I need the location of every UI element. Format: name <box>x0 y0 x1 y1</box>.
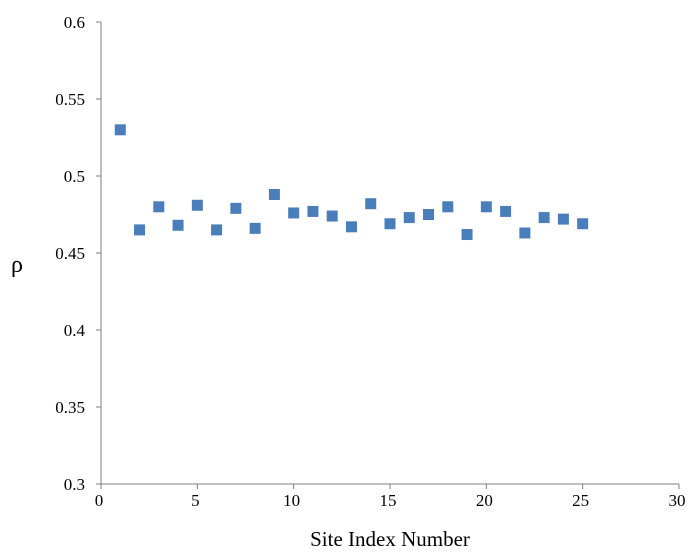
data-point <box>442 201 454 213</box>
data-point <box>461 229 473 241</box>
data-point <box>403 212 415 224</box>
data-point <box>307 205 319 217</box>
data-point <box>211 224 223 236</box>
y-tick-label: 0.35 <box>55 398 85 417</box>
y-tick-label: 0.6 <box>64 13 85 32</box>
data-point <box>249 222 261 234</box>
data-point <box>345 221 357 233</box>
data-point <box>153 201 165 213</box>
data-point <box>114 124 126 136</box>
y-tick-label: 0.5 <box>64 167 85 186</box>
data-point <box>557 213 569 225</box>
data-point <box>365 198 377 210</box>
data-point <box>480 201 492 213</box>
data-point <box>519 227 531 239</box>
x-tick-label: 0 <box>95 491 104 510</box>
data-point <box>230 202 242 214</box>
x-tick-label: 20 <box>476 491 493 510</box>
y-tick-label: 0.45 <box>55 244 85 263</box>
y-axis: 0.3 0.35 0.4 0.45 0.5 0.55 0.6 <box>55 13 102 494</box>
data-point <box>500 205 512 217</box>
data-point <box>326 210 338 222</box>
data-point <box>134 224 146 236</box>
data-point <box>538 212 550 224</box>
y-axis-title: ρ <box>11 252 23 278</box>
y-tick-label: 0.55 <box>55 90 85 109</box>
data-point <box>423 209 435 220</box>
data-point <box>268 188 280 200</box>
data-point <box>288 207 300 219</box>
y-tick-label: 0.4 <box>64 321 86 340</box>
data-points <box>114 124 589 241</box>
data-point <box>577 218 589 230</box>
x-tick-label: 30 <box>669 491 686 510</box>
data-point <box>384 218 396 230</box>
data-point <box>191 199 203 211</box>
x-tick-label: 15 <box>380 491 397 510</box>
y-tick-label: 0.3 <box>64 475 85 494</box>
x-tick-label: 25 <box>572 491 589 510</box>
x-tick-label: 10 <box>283 491 300 510</box>
data-point <box>172 219 184 231</box>
x-tick-label: 5 <box>191 491 200 510</box>
x-axis-title: Site Index Number <box>310 527 470 551</box>
x-axis: 0 5 10 15 20 25 30 <box>95 483 686 510</box>
